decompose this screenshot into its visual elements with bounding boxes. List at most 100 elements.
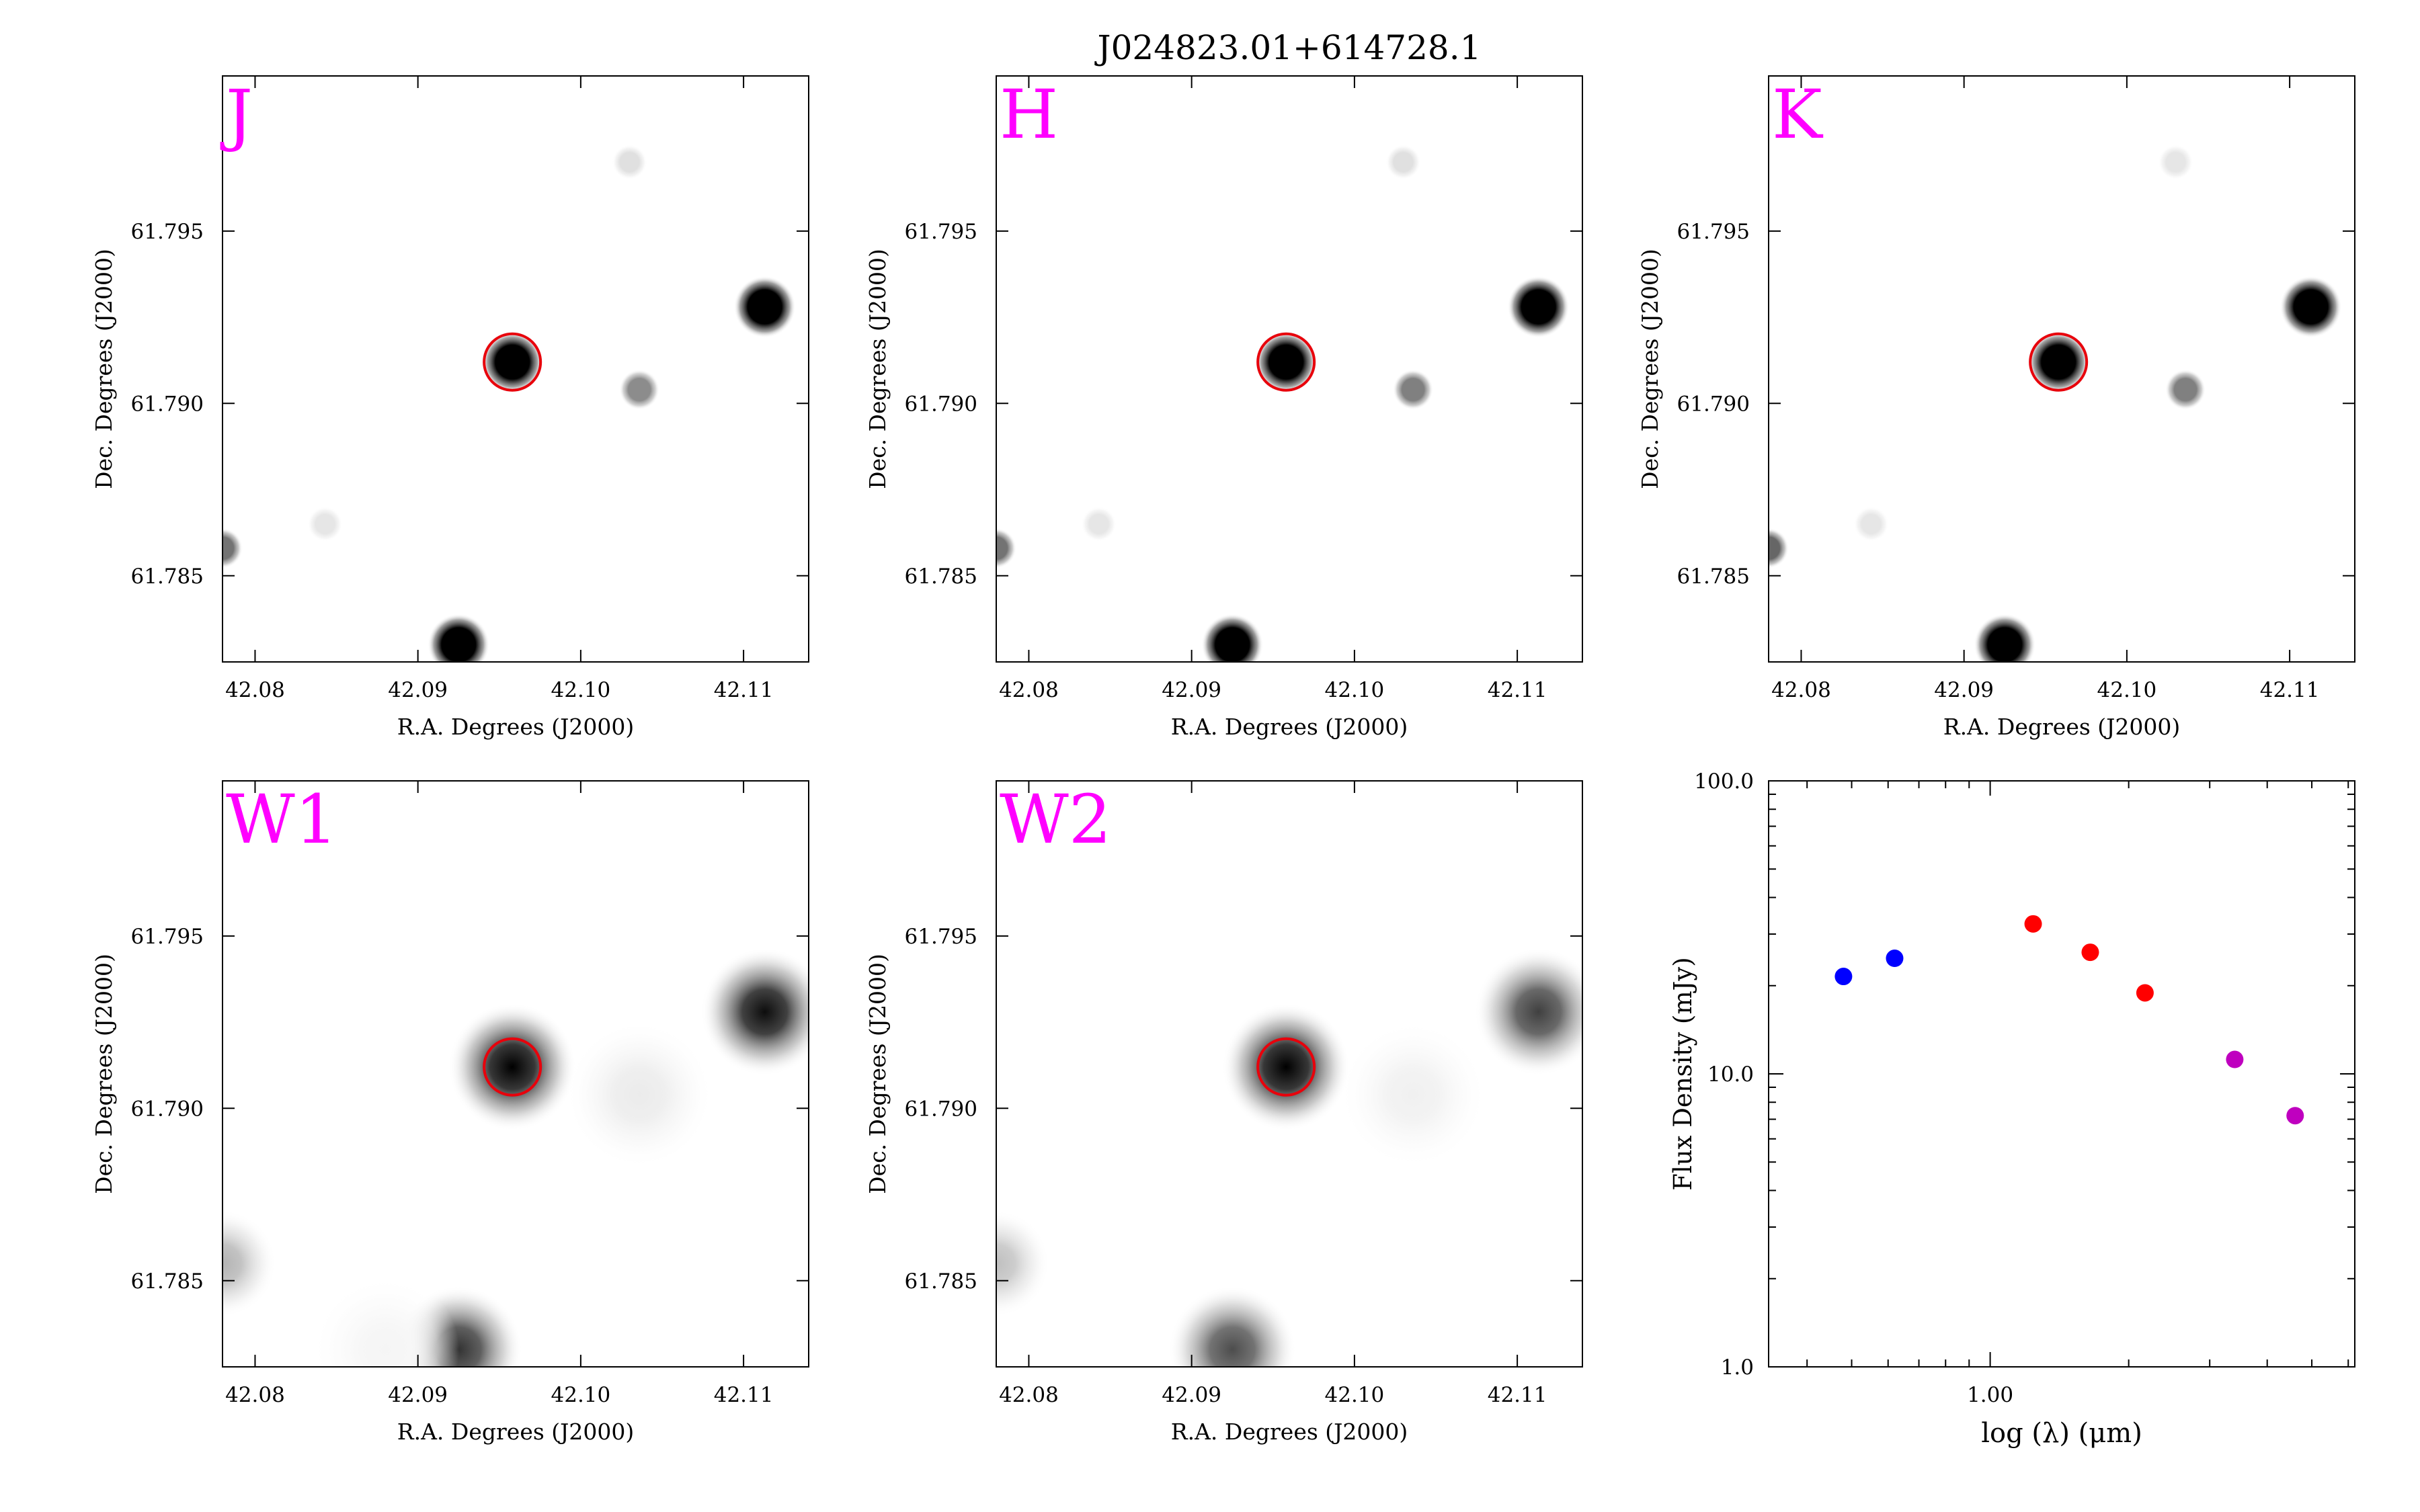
- y-tick-label: 61.790: [905, 1097, 977, 1121]
- cutout-image-w1: [223, 781, 809, 1367]
- x-tick-label: 42.10: [2097, 678, 2157, 702]
- sed-axes-frame: [1768, 780, 2355, 1368]
- source-blob: [2280, 276, 2342, 338]
- x-axis-label: R.A. Degrees (J2000): [1943, 714, 2180, 740]
- x-axis-label: R.A. Degrees (J2000): [397, 1419, 634, 1445]
- sed-x-axis-label: log (λ) (μm): [1981, 1418, 2142, 1449]
- y-tick-label: 61.790: [131, 1097, 204, 1121]
- cutout-image-h: [996, 76, 1582, 662]
- source-blob: [2165, 369, 2206, 410]
- axes-frame: [996, 780, 1583, 1368]
- y-axis-label: Dec. Degrees (J2000): [91, 249, 117, 489]
- band-label: K: [1772, 75, 1824, 154]
- y-axis-label: Dec. Degrees (J2000): [1637, 249, 1663, 489]
- x-tick-label: 42.11: [2260, 678, 2320, 702]
- axes-frame: [222, 780, 809, 1368]
- y-tick-label: 61.785: [905, 564, 977, 589]
- band-label: H: [1000, 75, 1058, 154]
- cutout-image-w2: [996, 781, 1582, 1367]
- source-blob: [481, 331, 544, 393]
- x-axis-label: R.A. Degrees (J2000): [1171, 1419, 1408, 1445]
- source-blob: [1474, 948, 1582, 1076]
- aperture-circle: [1256, 332, 1316, 392]
- source-blob: [2027, 331, 2090, 393]
- source-blob: [428, 614, 490, 662]
- band-label: J: [220, 75, 253, 154]
- y-tick-label: 61.795: [1677, 220, 1750, 244]
- y-axis-label: Dec. Degrees (J2000): [91, 954, 117, 1194]
- source-blob: [1974, 614, 2036, 662]
- x-tick-label: 42.10: [551, 678, 611, 702]
- x-tick-label: 42.11: [714, 1383, 774, 1407]
- y-tick-label: 61.795: [131, 925, 204, 949]
- source-blob: [1853, 506, 1889, 542]
- axes-frame: [222, 75, 809, 663]
- source-blob: [612, 144, 647, 180]
- sed-data-point: [2286, 1107, 2304, 1125]
- figure-title: J024823.01+614728.1: [1094, 28, 1482, 67]
- sed-y-tick-label: 1.0: [1721, 1355, 1754, 1380]
- x-tick-label: 42.09: [388, 1383, 448, 1407]
- source-blob: [619, 369, 660, 410]
- sed-y-tick-label: 100.0: [1694, 769, 1754, 794]
- y-tick-label: 61.795: [905, 925, 977, 949]
- x-tick-label: 42.08: [1771, 678, 1831, 702]
- band-label: W2: [1000, 780, 1111, 859]
- source-blob: [565, 1020, 714, 1169]
- sed-y-axis-label: Flux Density (mJy): [1668, 957, 1697, 1190]
- band-label: W1: [226, 780, 337, 859]
- source-blob: [1255, 331, 1318, 393]
- source-blob: [307, 506, 343, 542]
- x-tick-label: 42.11: [1488, 678, 1547, 702]
- sed-data-point: [2024, 915, 2042, 933]
- y-tick-label: 61.790: [905, 392, 977, 416]
- source-blob: [1081, 506, 1117, 542]
- aperture-circle: [1256, 1037, 1316, 1097]
- y-tick-label: 61.790: [1677, 392, 1750, 416]
- source-blob: [1393, 369, 1434, 410]
- source-blob: [1507, 276, 1570, 338]
- source-blob: [996, 528, 1016, 569]
- x-tick-label: 42.09: [388, 678, 448, 702]
- y-tick-label: 61.785: [905, 1269, 977, 1294]
- x-tick-label: 42.11: [1488, 1383, 1547, 1407]
- source-blob: [1168, 1286, 1297, 1367]
- cutout-image-k: [1769, 76, 2355, 662]
- source-blob: [996, 1210, 1050, 1318]
- y-axis-label: Dec. Degrees (J2000): [864, 954, 891, 1194]
- sed-data-point: [1834, 968, 1853, 986]
- source-blob: [448, 1003, 577, 1131]
- source-blob: [223, 528, 243, 569]
- source-blob: [1222, 1003, 1350, 1131]
- source-blob: [311, 1275, 460, 1367]
- source-blob: [700, 948, 809, 1076]
- source-blob: [1769, 528, 1789, 569]
- axes-frame: [996, 75, 1583, 663]
- y-tick-label: 61.795: [131, 220, 204, 244]
- x-tick-label: 42.08: [225, 1383, 285, 1407]
- y-tick-label: 61.785: [1677, 564, 1750, 589]
- y-tick-label: 61.785: [131, 1269, 204, 1294]
- source-blob: [733, 276, 796, 338]
- x-tick-label: 42.08: [999, 678, 1059, 702]
- source-blob: [1201, 614, 1264, 662]
- y-axis-label: Dec. Degrees (J2000): [864, 249, 891, 489]
- aperture-circle: [483, 332, 542, 392]
- cutout-image-j: [223, 76, 809, 662]
- x-axis-label: R.A. Degrees (J2000): [1171, 714, 1408, 740]
- x-tick-label: 42.08: [225, 678, 285, 702]
- x-tick-label: 42.10: [551, 1383, 611, 1407]
- y-tick-label: 61.795: [905, 220, 977, 244]
- y-tick-label: 61.790: [131, 392, 204, 416]
- x-tick-label: 42.11: [714, 678, 774, 702]
- x-tick-label: 42.08: [999, 1383, 1059, 1407]
- x-tick-label: 42.10: [1325, 678, 1385, 702]
- sed-x-tick-label: 1.00: [1967, 1383, 2013, 1407]
- sed-data-point: [2226, 1050, 2244, 1068]
- sed-y-tick-label: 10.0: [1707, 1062, 1754, 1087]
- x-tick-label: 42.09: [1162, 1383, 1221, 1407]
- x-axis-label: R.A. Degrees (J2000): [397, 714, 634, 740]
- x-tick-label: 42.10: [1325, 1383, 1385, 1407]
- source-blob: [223, 1210, 276, 1318]
